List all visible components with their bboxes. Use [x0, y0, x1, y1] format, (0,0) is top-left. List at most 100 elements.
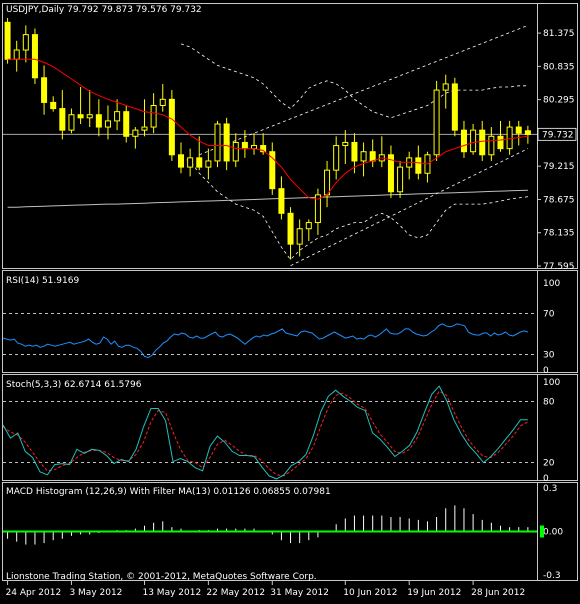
candle-body-up — [132, 129, 139, 137]
candle-body-down — [31, 34, 38, 79]
candle — [360, 142, 367, 177]
candle — [251, 133, 258, 155]
candle-body-up — [22, 34, 29, 51]
candle — [369, 139, 376, 168]
candle — [141, 99, 148, 137]
candle-body-up — [506, 126, 513, 150]
candle-body-up — [104, 120, 111, 128]
candle-body-down — [50, 101, 57, 110]
candle — [497, 120, 504, 152]
candle-body-down — [269, 151, 276, 190]
x-tick-label: 31 May 2012 — [270, 588, 329, 598]
candle — [187, 148, 194, 177]
candle-body-down — [351, 141, 358, 162]
channel-lower-line — [290, 148, 529, 267]
stoch-y-tick-label: 100 — [543, 378, 560, 388]
candle — [13, 40, 20, 72]
candle — [506, 120, 513, 155]
macd-panel-title: MACD Histogram (12,26,9) With Filter MA(… — [6, 487, 331, 497]
candle — [132, 127, 139, 149]
candle — [433, 80, 440, 161]
candle-body-up — [86, 114, 93, 119]
price-y-tick-label: 80.295 — [543, 96, 575, 106]
x-tick-label: 28 Jun 2012 — [471, 588, 525, 598]
candle-body-down — [451, 83, 458, 131]
stoch-panel-title: Stoch(5,3,3) 62.6714 61.5796 — [6, 380, 142, 390]
candle-body-up — [305, 222, 312, 230]
rsi-line — [2, 323, 529, 359]
candle-body-up — [114, 111, 121, 122]
stoch-y-tick-label: 80 — [543, 397, 555, 407]
candle-body-down — [415, 157, 422, 174]
candle — [205, 148, 212, 180]
candle-body-up — [68, 114, 75, 131]
candle-body-down — [77, 114, 84, 119]
candle-body-up — [397, 166, 404, 193]
candle — [177, 142, 185, 174]
candle-body-down — [177, 154, 185, 168]
candle — [196, 136, 203, 171]
candle-body-up — [488, 135, 495, 156]
stoch-signal-line — [2, 390, 529, 477]
rsi-y-tick-label: 70 — [543, 310, 555, 320]
candle-body-down — [287, 212, 294, 245]
candle — [305, 219, 312, 242]
macd-panel-frame — [2, 482, 578, 581]
candle-body-down — [4, 21, 11, 60]
price-y-tick-label: 78.135 — [543, 229, 575, 239]
candle-body-up — [296, 228, 303, 245]
candle — [31, 28, 38, 84]
candle — [50, 96, 57, 112]
candle-body-down — [95, 114, 102, 128]
candle — [524, 125, 531, 144]
rsi-y-tick-label: 100 — [543, 279, 560, 289]
footer-copyright: Lionstone Trading Station, © 2001-2012, … — [6, 572, 317, 582]
candle-body-up — [214, 123, 221, 162]
candle-body-down — [479, 129, 486, 156]
candle — [451, 77, 458, 137]
candle — [488, 127, 495, 161]
ma-fast-line — [7, 58, 528, 200]
x-tick-label: 19 Jun 2012 — [407, 588, 461, 598]
stoch-y-tick-label: 20 — [543, 459, 555, 469]
candle — [95, 99, 102, 137]
channel-upper-line — [199, 25, 529, 156]
x-tick-label: 3 May 2012 — [69, 588, 122, 598]
candle — [4, 18, 11, 64]
candle — [397, 160, 404, 198]
candle — [159, 83, 166, 112]
band-lower-line — [180, 157, 528, 261]
macd-y-tick-label: -0.3 — [543, 571, 561, 581]
candle — [223, 117, 230, 171]
candle-body-down — [460, 129, 467, 153]
x-tick-label: 24 Apr 2012 — [6, 588, 62, 598]
candle — [460, 120, 467, 158]
stoch-panel-frame — [2, 374, 578, 481]
candle — [68, 108, 75, 134]
candle — [470, 123, 477, 155]
price-panel-title: USDJPY,Daily 79.792 79.873 79.576 79.732 — [6, 5, 202, 15]
candle — [442, 74, 449, 109]
candle — [324, 160, 331, 208]
x-tick-label: 13 May 2012 — [142, 588, 201, 598]
rsi-y-tick-label: 30 — [543, 350, 555, 360]
candle-body-down — [260, 145, 267, 153]
candle — [333, 136, 340, 180]
candle — [342, 130, 349, 165]
candle — [424, 151, 431, 183]
candle-body-up — [232, 141, 239, 162]
price-y-tick-label: 80.835 — [543, 62, 575, 72]
candle — [278, 176, 285, 220]
candle-body-down — [515, 126, 522, 134]
candle-body-down — [497, 135, 504, 150]
candle-body-up — [442, 83, 449, 91]
candle-body-up — [342, 141, 349, 147]
candle — [41, 65, 48, 115]
candle — [77, 87, 84, 124]
candle-body-up — [324, 169, 331, 196]
candle — [59, 90, 66, 140]
candle-body-down — [369, 151, 376, 162]
band-upper-line — [180, 43, 528, 119]
